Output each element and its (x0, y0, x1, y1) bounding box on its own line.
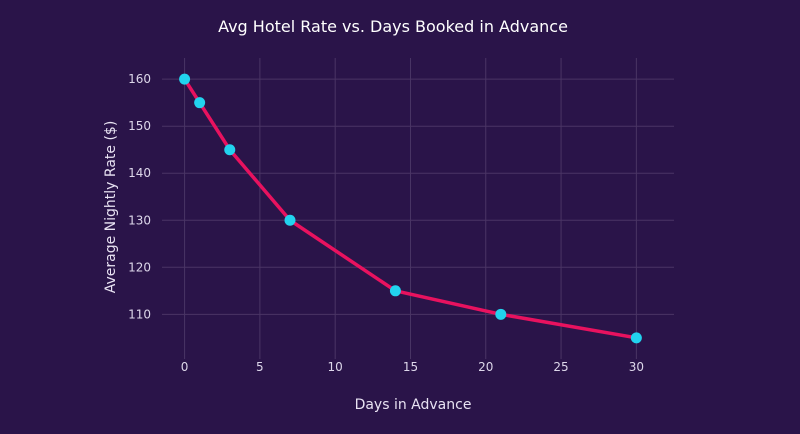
chart-title: Avg Hotel Rate vs. Days Booked in Advanc… (218, 17, 568, 36)
data-point (194, 97, 206, 109)
x-tick-label: 15 (403, 360, 418, 374)
x-tick-label: 0 (181, 360, 189, 374)
x-tick-label: 20 (478, 360, 493, 374)
x-tick-label: 25 (553, 360, 568, 374)
y-axis-title: Average Nightly Rate ($) (103, 121, 119, 294)
data-point (224, 144, 236, 156)
y-tick-label: 120 (128, 260, 151, 274)
x-tick-label: 30 (629, 360, 644, 374)
y-tick-label: 140 (128, 166, 151, 180)
data-point (389, 285, 401, 297)
y-tick-labels: 110 120 130 140 150 160 (128, 72, 151, 321)
x-axis-title: Days in Advance (355, 397, 472, 413)
data-point (179, 73, 191, 85)
grid (162, 58, 674, 359)
y-tick-label: 130 (128, 213, 151, 227)
data-point (284, 214, 296, 226)
x-tick-label: 10 (328, 360, 343, 374)
x-tick-labels: 0 5 10 15 20 25 30 (181, 360, 644, 374)
series (179, 73, 642, 344)
y-tick-label: 160 (128, 72, 151, 86)
data-point (495, 308, 507, 320)
y-tick-label: 110 (128, 307, 151, 321)
x-tick-label: 5 (256, 360, 264, 374)
y-tick-label: 150 (128, 119, 151, 133)
data-point (630, 332, 642, 344)
